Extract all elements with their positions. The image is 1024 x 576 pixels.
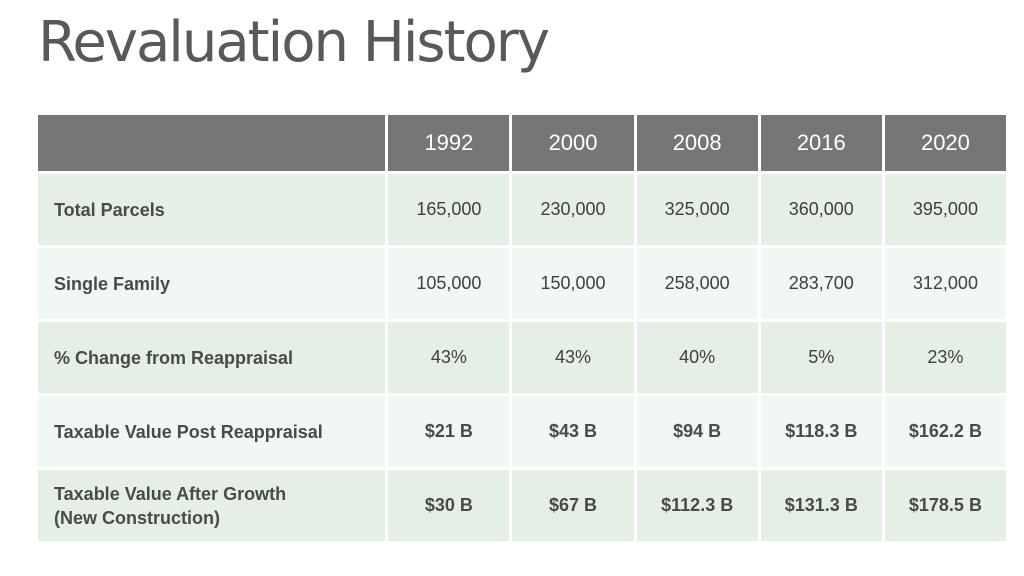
table-cell: 43% [512, 322, 634, 393]
table-cell: 312,000 [884, 248, 1006, 319]
row-label: Total Parcels [38, 174, 386, 245]
table-row: Taxable Value Post Reappraisal $21 B $43… [38, 396, 1006, 467]
table-cell: 165,000 [388, 174, 510, 245]
table-cell: $131.3 B [760, 470, 882, 541]
table-cell: 43% [388, 322, 510, 393]
table-cell: $94 B [636, 396, 758, 467]
row-label: Taxable Value Post Reappraisal [38, 396, 386, 467]
header-cell-year: 2008 [636, 115, 758, 171]
table-cell: 395,000 [884, 174, 1006, 245]
header-cell-year: 1992 [388, 115, 510, 171]
table-cell: $162.2 B [884, 396, 1006, 467]
table-cell: 230,000 [512, 174, 634, 245]
table-cell: 325,000 [636, 174, 758, 245]
row-label: Single Family [38, 248, 386, 319]
table-header-row: 1992 2000 2008 2016 2020 [38, 115, 1006, 171]
header-cell-year: 2000 [512, 115, 634, 171]
table-row: Taxable Value After Growth (New Construc… [38, 470, 1006, 541]
header-cell-year: 2020 [884, 115, 1006, 171]
table-row: % Change from Reappraisal 43% 43% 40% 5%… [38, 322, 1006, 393]
revaluation-table: 1992 2000 2008 2016 2020 Total Parcels 1… [35, 112, 1009, 544]
table-cell: 23% [884, 322, 1006, 393]
table-cell: 150,000 [512, 248, 634, 319]
table-cell: $118.3 B [760, 396, 882, 467]
revaluation-table-container: 1992 2000 2008 2016 2020 Total Parcels 1… [38, 115, 1006, 541]
table-cell: 283,700 [760, 248, 882, 319]
table-cell: $112.3 B [636, 470, 758, 541]
table-cell: $30 B [388, 470, 510, 541]
row-label-line: (New Construction) [54, 507, 220, 528]
page-title: Revaluation History [38, 10, 550, 75]
table-row: Single Family 105,000 150,000 258,000 28… [38, 248, 1006, 319]
row-label: Taxable Value After Growth (New Construc… [38, 470, 386, 541]
table-cell: $178.5 B [884, 470, 1006, 541]
header-cell-blank [38, 115, 386, 171]
table-cell: 5% [760, 322, 882, 393]
table-cell: 40% [636, 322, 758, 393]
table-cell: 105,000 [388, 248, 510, 319]
row-label: % Change from Reappraisal [38, 322, 386, 393]
table-cell: $21 B [388, 396, 510, 467]
table-cell: $67 B [512, 470, 634, 541]
table-cell: $43 B [512, 396, 634, 467]
table-cell: 258,000 [636, 248, 758, 319]
table-row: Total Parcels 165,000 230,000 325,000 36… [38, 174, 1006, 245]
row-label-line: Taxable Value After Growth [54, 483, 287, 504]
table-cell: 360,000 [760, 174, 882, 245]
header-cell-year: 2016 [760, 115, 882, 171]
